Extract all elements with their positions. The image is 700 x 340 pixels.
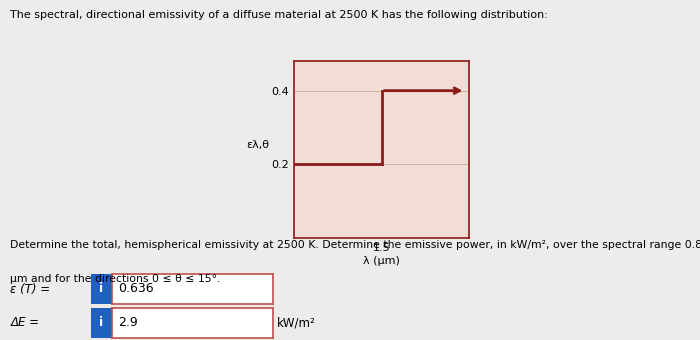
Text: i: i xyxy=(99,317,104,329)
Text: μm and for the directions 0 ≤ θ ≤ 15°.: μm and for the directions 0 ≤ θ ≤ 15°. xyxy=(10,274,221,284)
Text: Determine the total, hemispherical emissivity at 2500 K. Determine the emissive : Determine the total, hemispherical emiss… xyxy=(10,240,700,250)
Y-axis label: ελ,θ: ελ,θ xyxy=(246,140,269,150)
Text: kW/m²: kW/m² xyxy=(276,317,315,329)
Text: ε (T) =: ε (T) = xyxy=(10,283,50,295)
Text: ΔE =: ΔE = xyxy=(10,317,39,329)
X-axis label: λ (μm): λ (μm) xyxy=(363,256,400,266)
Text: The spectral, directional emissivity of a diffuse material at 2500 K has the fol: The spectral, directional emissivity of … xyxy=(10,10,548,20)
Text: 2.9: 2.9 xyxy=(118,317,138,329)
Text: i: i xyxy=(99,283,104,295)
Text: 0.636: 0.636 xyxy=(118,283,154,295)
